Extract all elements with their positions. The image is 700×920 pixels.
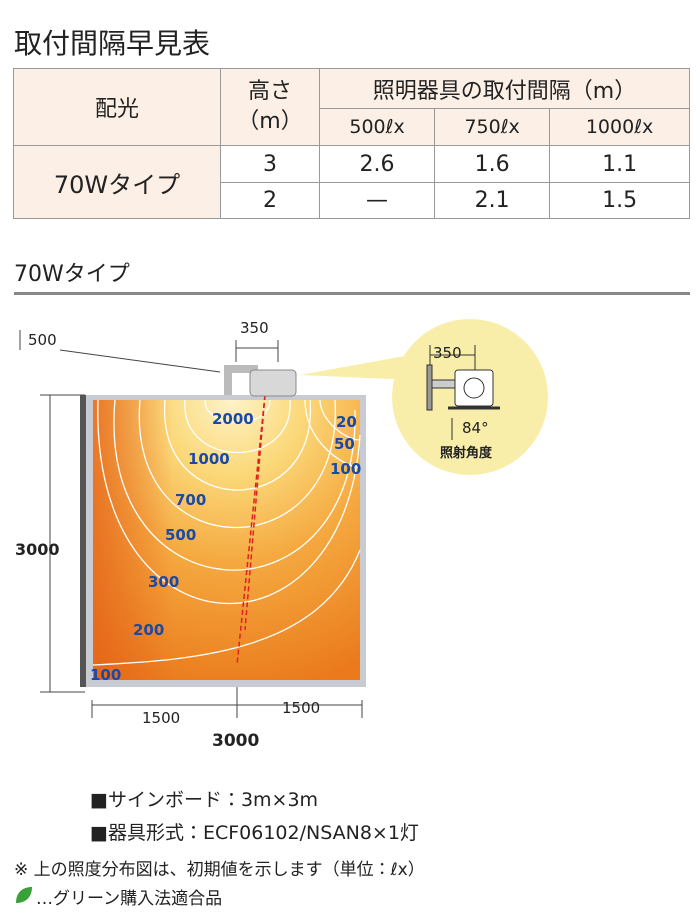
contour-labels: 2000 1000 700 500 300 200 100 20 50 100	[90, 410, 361, 684]
dimension-label: 3000	[212, 731, 259, 751]
contour-label: 200	[133, 621, 164, 639]
contour-label: 700	[175, 491, 206, 509]
note: ■サインボード：3m×3m	[90, 789, 319, 811]
note: ※ 上の照度分布図は、初期値を示します（単位：ℓx）	[14, 860, 425, 880]
inset-label: 350	[433, 344, 462, 362]
dimension-label: 3000	[15, 540, 60, 559]
dimension-label: 350	[240, 319, 269, 337]
dimension-labels: 500 350 3000 1500 1500 3000 350 84° 照射角度	[15, 319, 493, 751]
beam-line	[244, 394, 266, 631]
contour-label: 20	[336, 413, 357, 431]
level-cell: 1000ℓx	[549, 108, 690, 146]
leaf-icon	[16, 887, 32, 903]
dimension-label: 500	[28, 331, 57, 349]
spacing-table: 配光 高さ （m） 照明器具の取付間隔（m） 500ℓx 750ℓx 1000ℓx…	[13, 68, 690, 219]
type-cell: 70Wタイプ	[13, 145, 221, 219]
section-rule	[14, 292, 690, 295]
cell: —	[318, 182, 436, 219]
cell: 2.1	[434, 182, 551, 219]
callout	[300, 355, 415, 380]
board-shade	[93, 400, 360, 680]
contour-label: 1000	[188, 450, 230, 468]
distribution-diagram: 500 350 3000 1500 1500 3000 350 84° 照射角度…	[15, 319, 548, 751]
dimension-label: 1500	[142, 709, 180, 727]
bracket	[224, 365, 232, 395]
contours	[92, 399, 361, 666]
cell: 3	[220, 145, 320, 183]
inset-drawing	[426, 345, 500, 440]
header-cell: 照明器具の取付間隔（m）	[319, 68, 690, 109]
contour-label: 50	[334, 435, 355, 453]
header-text: （m）	[237, 109, 303, 134]
contour-label: 100	[90, 666, 121, 684]
board-edge	[80, 395, 86, 687]
dimension-lines	[19, 330, 363, 718]
cell: 1.6	[434, 145, 551, 183]
section-title: 70Wタイプ	[14, 262, 130, 287]
inset-label: 照射角度	[440, 445, 493, 461]
header-text: 高さ	[247, 79, 292, 104]
contour-label: 300	[148, 573, 179, 591]
cell: 1.1	[549, 145, 690, 183]
cell: 1.5	[549, 182, 690, 219]
cell: 2	[220, 182, 320, 219]
level-cell: 500ℓx	[318, 108, 436, 146]
cell: 2.6	[318, 145, 436, 183]
level-cell: 750ℓx	[434, 108, 551, 146]
header-cell: 高さ （m）	[220, 68, 320, 146]
contour-label: 500	[165, 526, 196, 544]
header-cell: 配光	[13, 68, 221, 146]
dimension-label: 1500	[282, 699, 320, 717]
bracket	[228, 365, 258, 373]
title: 取付間隔早見表	[14, 27, 211, 60]
contour-label: 100	[330, 460, 361, 478]
fixture	[249, 369, 297, 397]
note: ■器具形式：ECF06102/NSAN8×1灯	[90, 822, 419, 844]
note: …グリーン購入法適合品	[36, 889, 223, 909]
inset-label: 84°	[462, 419, 489, 437]
beam-line	[236, 394, 266, 666]
contour-label: 2000	[212, 410, 254, 428]
